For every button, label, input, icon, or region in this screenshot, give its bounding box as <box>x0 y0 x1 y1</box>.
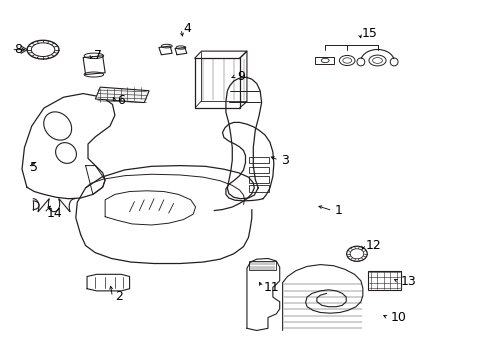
Text: 1: 1 <box>334 204 342 217</box>
Text: 2: 2 <box>115 291 122 303</box>
Bar <box>249 185 268 192</box>
Bar <box>367 271 400 290</box>
Text: 3: 3 <box>281 154 288 167</box>
Text: 7: 7 <box>94 49 102 62</box>
Bar <box>249 176 268 183</box>
Text: 15: 15 <box>361 27 377 40</box>
Text: 4: 4 <box>183 22 191 35</box>
Text: 14: 14 <box>46 207 62 220</box>
Polygon shape <box>95 87 149 103</box>
Text: 10: 10 <box>389 311 405 324</box>
Text: 5: 5 <box>30 161 38 174</box>
Text: 8: 8 <box>14 43 21 56</box>
Text: 11: 11 <box>264 281 279 294</box>
Text: 12: 12 <box>365 239 381 252</box>
Bar <box>249 261 276 270</box>
Text: 13: 13 <box>400 275 416 288</box>
Bar <box>315 57 333 64</box>
Bar <box>249 167 268 173</box>
Text: 6: 6 <box>117 94 125 107</box>
Bar <box>249 157 268 163</box>
Text: 9: 9 <box>237 70 244 83</box>
